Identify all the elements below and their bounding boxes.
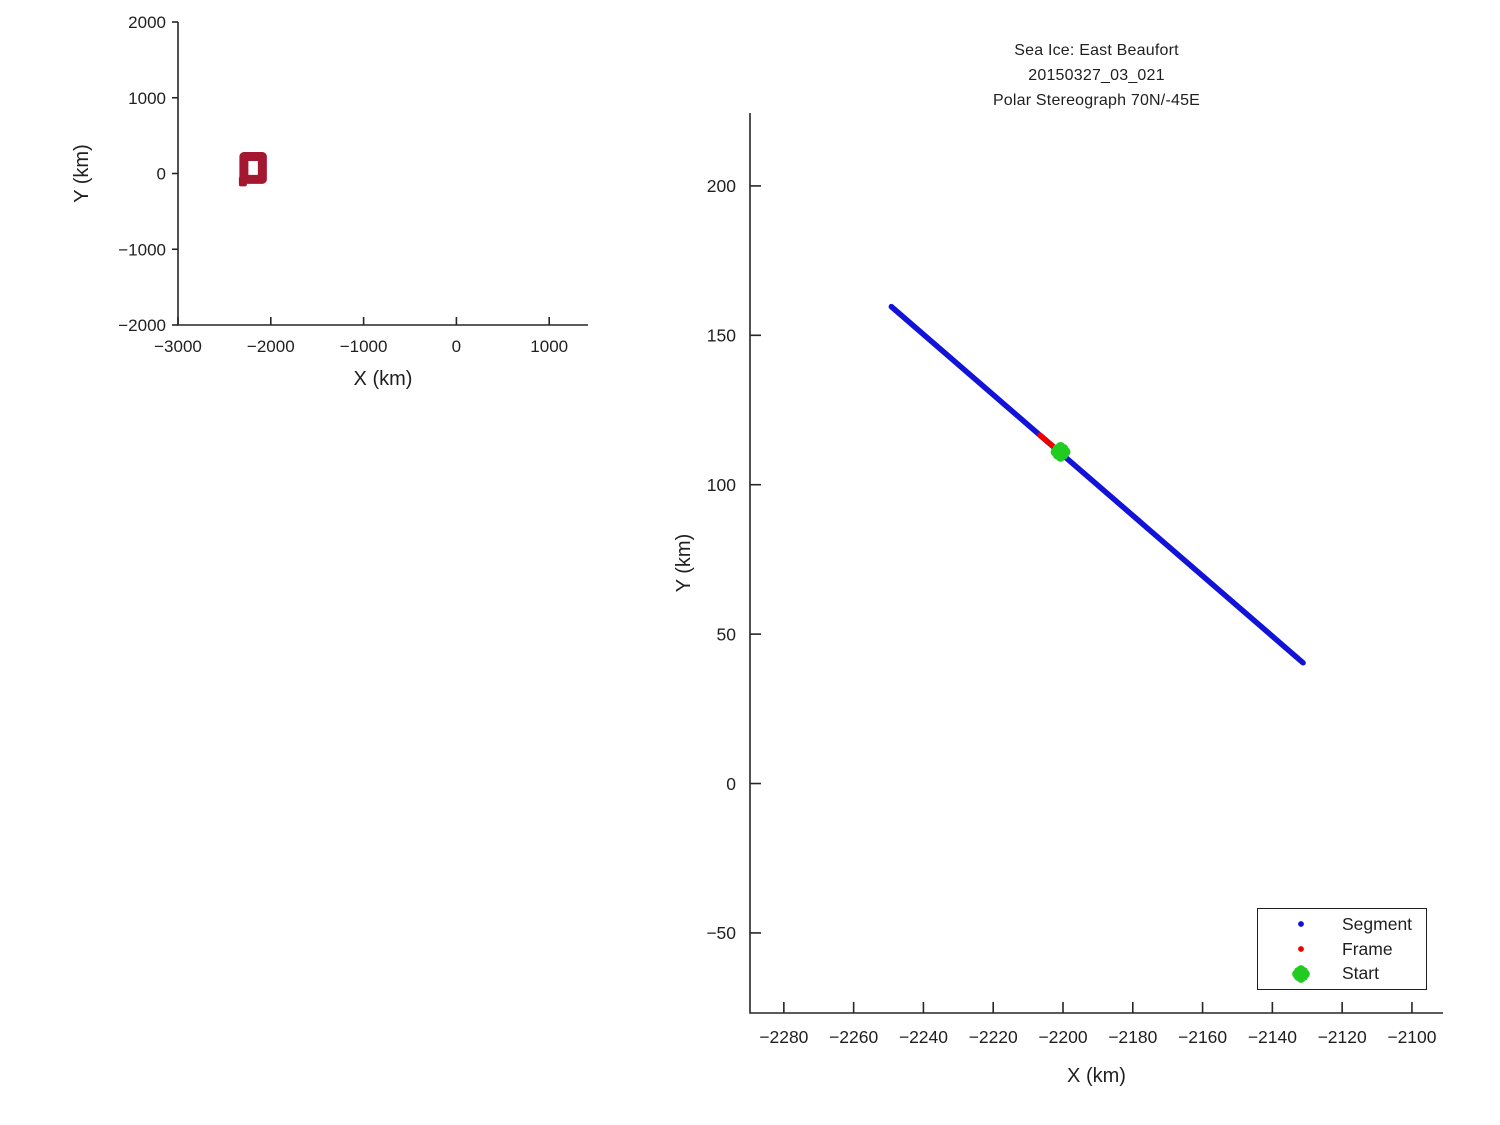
legend-label-frame: Frame — [1342, 938, 1393, 959]
x-tick-label: −2160 — [1178, 1027, 1227, 1047]
overview-plot: −3000 −2000 −1000 0 1000 −2000 −1000 0 1000 2000 X… — [71, 13, 588, 390]
x-tick-label: −1000 — [340, 337, 388, 356]
y-axis-label: Y (km) — [673, 534, 695, 593]
x-tick-label: −2200 — [1038, 1027, 1087, 1047]
figure-title-line-3: Polar Stereograph 70N/-45E — [992, 92, 1201, 109]
legend-item-start: Start — [1258, 961, 1426, 986]
legend: Segment Frame Start — [1257, 908, 1427, 990]
x-tick-label: −2220 — [969, 1027, 1018, 1047]
x-tick-label: −2240 — [899, 1027, 948, 1047]
legend-label-segment: Segment — [1342, 913, 1413, 934]
y-tick-label: 50 — [717, 624, 737, 644]
legend-clover-lobe — [1300, 973, 1308, 981]
y-tick-label: 200 — [707, 176, 736, 196]
figure-title-line-1: Sea Ice: East Beaufort — [1014, 42, 1179, 59]
x-tick-label: −2120 — [1318, 1027, 1367, 1047]
x-tick-label: −2280 — [759, 1027, 808, 1047]
series-start-marker-lobe — [1052, 451, 1061, 460]
x-tick-label: 1000 — [530, 337, 568, 356]
series-start-marker-lobe — [1060, 451, 1069, 460]
start-legend-glyph — [1292, 964, 1310, 983]
legend-label-start: Start — [1342, 963, 1379, 984]
figure-title: Sea Ice: East Beaufort 20150327_03_021 P… — [750, 38, 1443, 113]
segment-dot-icon — [1291, 914, 1311, 934]
track-plot: −2280 −2260 −2240 −2220 −2200 −2180 −2160 −2140… — [673, 113, 1443, 1087]
legend-clover-lobe — [1294, 973, 1302, 981]
x-tick-label: −2000 — [247, 337, 295, 356]
x-tick-label: −2100 — [1387, 1027, 1436, 1047]
y-tick-label: 0 — [726, 774, 736, 794]
figure-title-line-2: 20150327_03_021 — [1028, 67, 1165, 84]
y-axis-label: Y (km) — [71, 144, 93, 203]
frame-dot-icon — [1291, 939, 1311, 959]
x-tick-label: 0 — [452, 337, 461, 356]
series-start-marker — [1050, 441, 1071, 462]
study-region-box-notch — [238, 176, 247, 187]
x-axis-label: X (km) — [1067, 1065, 1126, 1087]
y-tick-label: 150 — [707, 326, 736, 346]
x-tick-label: −3000 — [154, 337, 202, 356]
series-start-marker-lobe — [1060, 444, 1069, 453]
y-tick-label: −50 — [706, 923, 736, 943]
legend-clover — [1292, 964, 1310, 983]
y-tick-label: 1000 — [128, 89, 166, 108]
x-tick-label: −2260 — [829, 1027, 878, 1047]
y-tick-label: 0 — [157, 165, 166, 184]
series-segment — [888, 303, 1306, 666]
study-region-box — [239, 152, 267, 184]
y-tick-label: 100 — [707, 475, 736, 495]
segment-legend-glyph — [1298, 921, 1304, 928]
frame-legend-glyph — [1298, 946, 1304, 952]
y-tick-label: −1000 — [118, 240, 166, 259]
x-axis-label: X (km) — [354, 368, 413, 390]
series-frame — [1037, 432, 1056, 449]
y-tick-label: 2000 — [128, 13, 166, 32]
legend-dot — [1298, 946, 1304, 952]
y-tick-label: −2000 — [118, 316, 166, 335]
x-tick-label: −2180 — [1108, 1027, 1157, 1047]
legend-item-segment: Segment — [1258, 912, 1426, 937]
legend-item-frame: Frame — [1258, 937, 1426, 962]
axis-spines — [749, 113, 1443, 1014]
legend-clover-lobe — [1300, 966, 1308, 975]
start-clover-icon — [1291, 964, 1311, 984]
legend-clover-lobe — [1294, 966, 1302, 975]
series-start-marker-lobe — [1052, 444, 1061, 453]
legend-dot — [1298, 921, 1304, 928]
x-tick-label: −2140 — [1248, 1027, 1297, 1047]
